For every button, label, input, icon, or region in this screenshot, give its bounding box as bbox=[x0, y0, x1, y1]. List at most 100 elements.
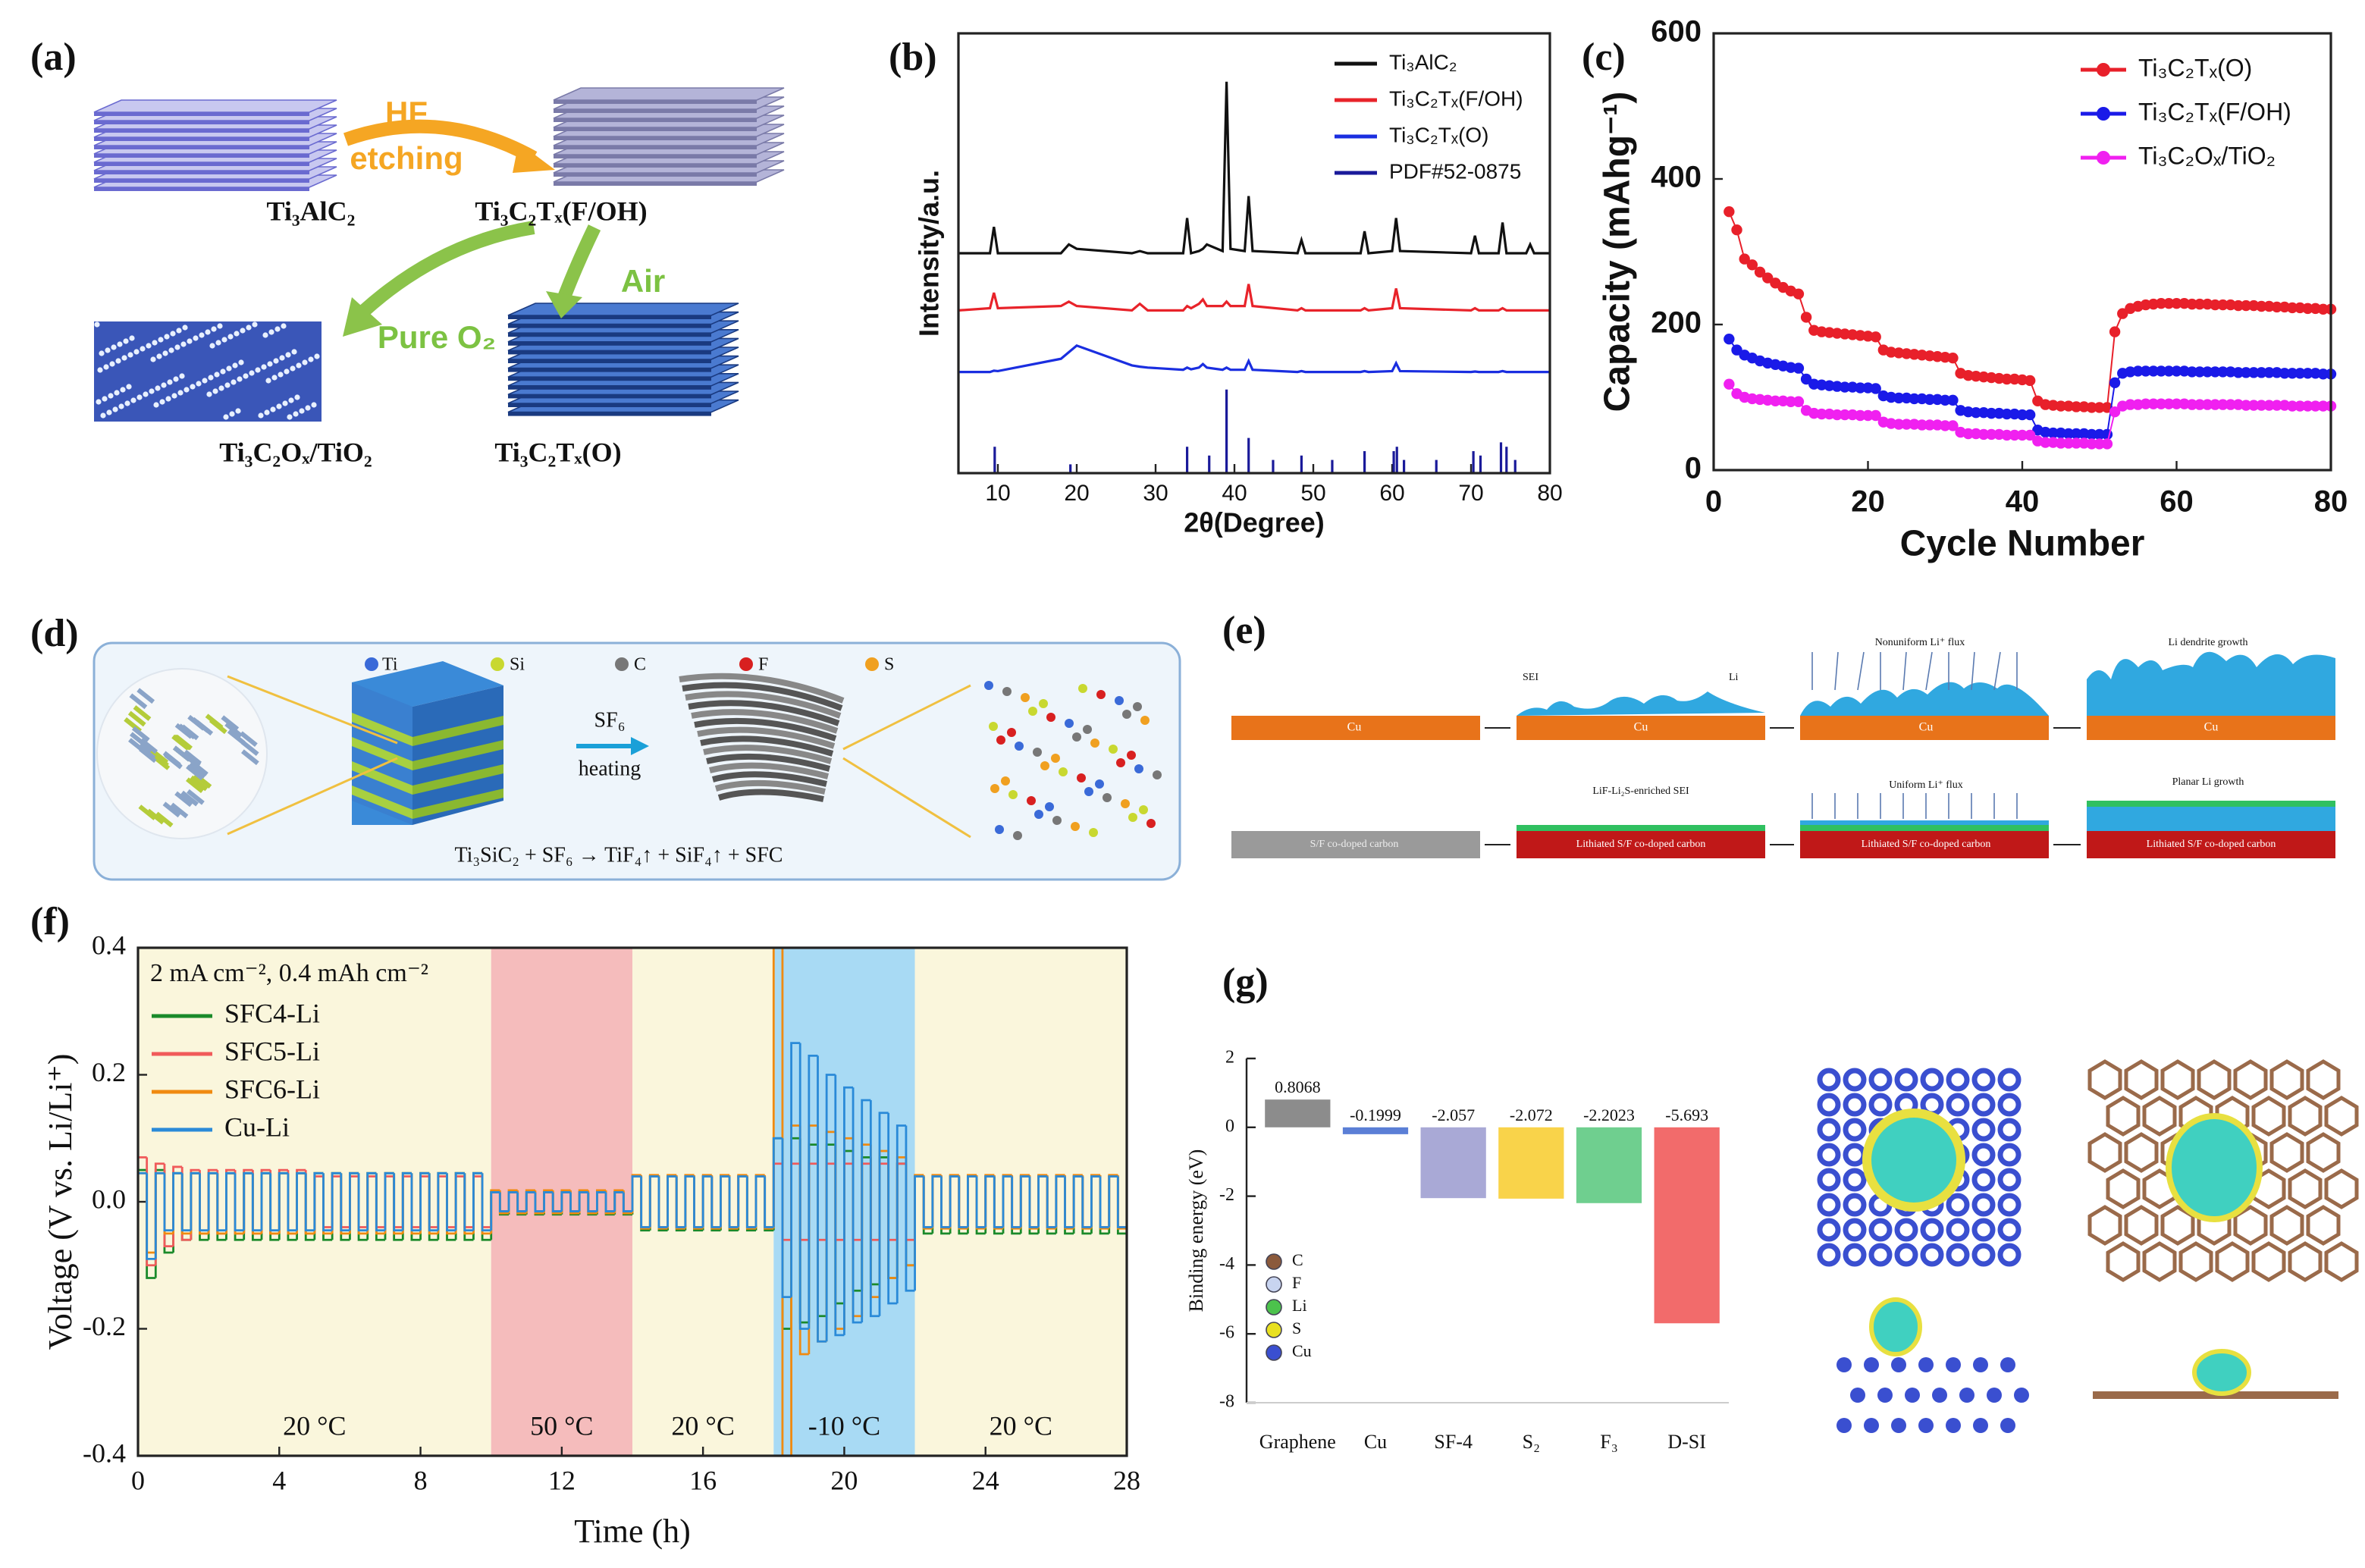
x-tick-label: 20 bbox=[1064, 481, 1089, 506]
x-tick-label: 30 bbox=[1143, 481, 1168, 506]
point bbox=[2016, 409, 2028, 421]
pore bbox=[284, 368, 290, 375]
bar bbox=[1576, 1127, 1642, 1203]
cu-atom bbox=[1817, 1168, 1841, 1192]
x-tick-label: 60 bbox=[1379, 481, 1404, 506]
voltage-step bbox=[975, 1176, 986, 1228]
graphene-ring bbox=[2251, 1096, 2286, 1137]
panel-label: (b) bbox=[889, 36, 937, 79]
point bbox=[2302, 368, 2313, 379]
point bbox=[2171, 365, 2182, 377]
point bbox=[2225, 399, 2236, 410]
cu-atom bbox=[1987, 1388, 2002, 1403]
pore bbox=[159, 399, 165, 405]
cu-foil bbox=[1231, 716, 1480, 740]
bond bbox=[138, 804, 157, 820]
stripe bbox=[412, 789, 503, 819]
y-axis-label: Intensity/a.u. bbox=[914, 170, 945, 337]
point bbox=[2117, 308, 2128, 319]
atom bbox=[1046, 713, 1055, 722]
sfc-sheet bbox=[706, 753, 831, 772]
point bbox=[2163, 297, 2175, 309]
legend-label: Ti₃C₂Tₓ(O) bbox=[1389, 123, 1489, 146]
voltage-step bbox=[869, 1100, 880, 1318]
plot-frame bbox=[136, 946, 1128, 1457]
graphene-ring bbox=[2160, 1059, 2195, 1100]
legend-label: Ti₃C₂Oₓ/TiO₂ bbox=[2138, 142, 2276, 169]
cu-atom bbox=[1920, 1243, 1944, 1267]
x-tick-label: Graphene bbox=[1259, 1431, 1336, 1453]
voltage-step bbox=[1108, 1175, 1118, 1228]
y-axis-label: Voltage (V vs. Li/Li⁺) bbox=[42, 1054, 79, 1350]
graphene-ring bbox=[2269, 1205, 2304, 1246]
point bbox=[1762, 272, 1774, 284]
pore bbox=[183, 387, 190, 393]
voltage-step bbox=[1072, 1175, 1083, 1228]
bar bbox=[1265, 1099, 1331, 1127]
graphene-ring bbox=[2178, 1241, 2213, 1282]
sfc-sheet bbox=[703, 745, 833, 764]
point bbox=[2317, 400, 2329, 412]
bond bbox=[133, 705, 152, 721]
pore bbox=[156, 353, 162, 359]
voltage-step bbox=[798, 1043, 809, 1330]
point bbox=[2210, 299, 2221, 311]
cu-atom bbox=[1920, 1068, 1944, 1092]
atom bbox=[1122, 710, 1131, 719]
point bbox=[1816, 408, 1827, 420]
pore bbox=[268, 329, 274, 335]
element-label: S bbox=[884, 655, 894, 675]
point bbox=[2317, 303, 2329, 315]
cu-atom bbox=[1843, 1168, 1867, 1192]
step-title: Planar Li growth bbox=[2172, 776, 2244, 788]
cu-atom bbox=[1817, 1143, 1841, 1167]
cu-atom bbox=[1836, 1357, 1852, 1372]
voltage-step bbox=[737, 1175, 748, 1228]
atom bbox=[1089, 828, 1098, 837]
element-label: Si bbox=[510, 655, 525, 675]
graphene-ring bbox=[2087, 1205, 2122, 1246]
step-label: HF bbox=[385, 95, 428, 130]
point bbox=[1724, 378, 1735, 390]
atom bbox=[1134, 764, 1143, 773]
pore bbox=[278, 372, 284, 378]
voltage-step bbox=[710, 1176, 721, 1228]
point bbox=[2001, 429, 2012, 441]
pore bbox=[299, 408, 305, 414]
voltage-step bbox=[180, 1173, 191, 1232]
x-axis-label: Cycle Number bbox=[1900, 524, 2145, 564]
voltage-step bbox=[896, 1124, 906, 1303]
point bbox=[2047, 427, 2059, 439]
y-tick-label: 0.4 bbox=[92, 930, 126, 960]
sei-layer bbox=[2087, 801, 2335, 807]
atom-legend-label: F bbox=[1292, 1273, 1301, 1292]
pore bbox=[150, 356, 156, 362]
stripe bbox=[412, 740, 503, 770]
point bbox=[2248, 400, 2260, 411]
cu-atom bbox=[1817, 1193, 1841, 1217]
pore bbox=[264, 409, 270, 416]
atom bbox=[1095, 779, 1104, 789]
atom bbox=[1072, 732, 1081, 742]
region-label: 50 °C bbox=[530, 1410, 593, 1441]
pore bbox=[214, 372, 220, 378]
pore bbox=[187, 338, 193, 344]
x-tick-label: 12 bbox=[548, 1465, 576, 1495]
point bbox=[2271, 400, 2282, 411]
arrowhead bbox=[631, 737, 649, 755]
point bbox=[1909, 393, 1920, 405]
point bbox=[2163, 398, 2175, 409]
carbon bbox=[1517, 831, 1765, 858]
atom bbox=[1133, 702, 1142, 711]
legend-label: SFC4-Li bbox=[224, 998, 320, 1028]
x-tick-label: 4 bbox=[272, 1465, 286, 1495]
layer-edge bbox=[508, 324, 711, 328]
point bbox=[2071, 437, 2082, 449]
graphene-ring bbox=[2106, 1168, 2141, 1209]
voltage-step bbox=[604, 1192, 615, 1212]
point bbox=[2140, 365, 2151, 377]
y-tick-label: 0.0 bbox=[92, 1184, 126, 1214]
legend-label: SFC5-Li bbox=[224, 1036, 320, 1066]
point bbox=[2140, 398, 2151, 409]
